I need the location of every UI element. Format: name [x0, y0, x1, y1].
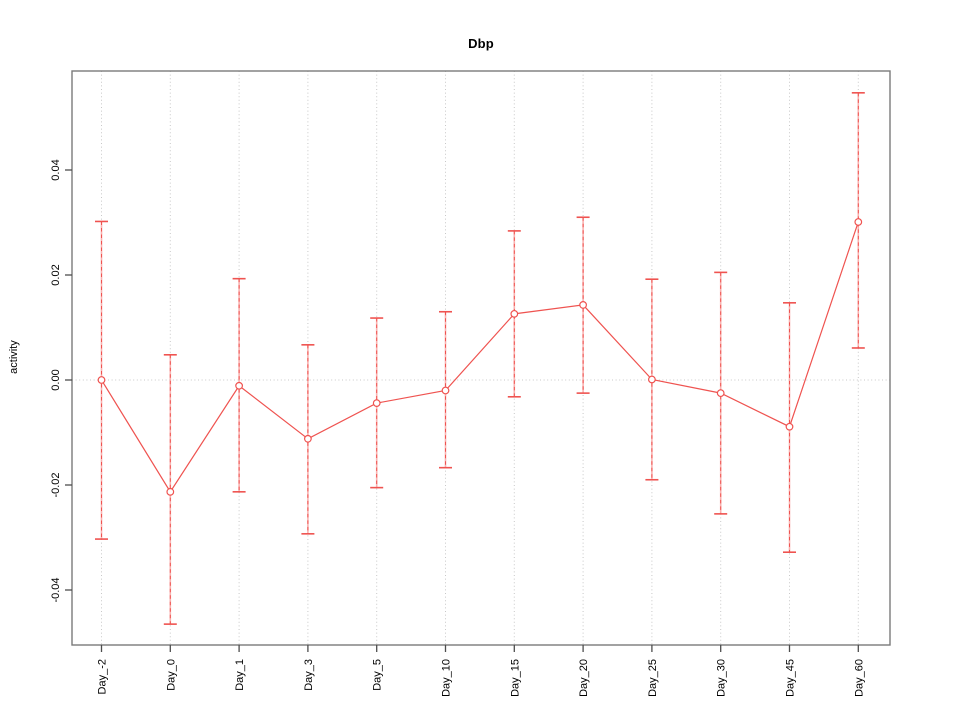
series-line: [100, 221, 859, 493]
data-point: [166, 487, 175, 496]
x-tick-label: Day_45: [785, 659, 797, 697]
y-tick-label: 0.00: [50, 369, 62, 390]
y-tick-label: -0.04: [50, 577, 62, 602]
x-tick-label: Day_-2: [97, 659, 109, 694]
data-point: [854, 218, 863, 226]
y-tick-label: 0.04: [50, 159, 62, 180]
data-point: [579, 301, 587, 309]
plot-border: [71, 70, 891, 646]
x-tick-label: Day_30: [716, 659, 728, 697]
x-tick-label: Day_0: [165, 659, 177, 691]
chart-title: Dbp: [468, 36, 494, 51]
x-tick-label: Day_20: [578, 659, 590, 697]
y-tick-label: 0.02: [50, 264, 62, 285]
y-tick-label: -0.02: [50, 472, 62, 497]
data-point: [648, 375, 656, 384]
data-point: [785, 422, 794, 431]
data-point: [372, 399, 381, 408]
x-tick-label: Day_15: [509, 659, 521, 697]
data-point: [441, 386, 450, 395]
data-point: [304, 434, 312, 443]
x-tick-label: Day_60: [853, 659, 865, 697]
x-tick-label: Day_5: [372, 659, 384, 691]
data-point: [235, 381, 244, 390]
x-tick-label: Day_10: [441, 659, 453, 697]
x-tick-label: Day_25: [647, 659, 659, 697]
x-tick-label: Day_1: [234, 659, 246, 691]
x-tick-label: Day_3: [303, 659, 315, 691]
data-point: [97, 376, 106, 384]
data-point: [510, 309, 519, 318]
data-point: [716, 389, 725, 398]
